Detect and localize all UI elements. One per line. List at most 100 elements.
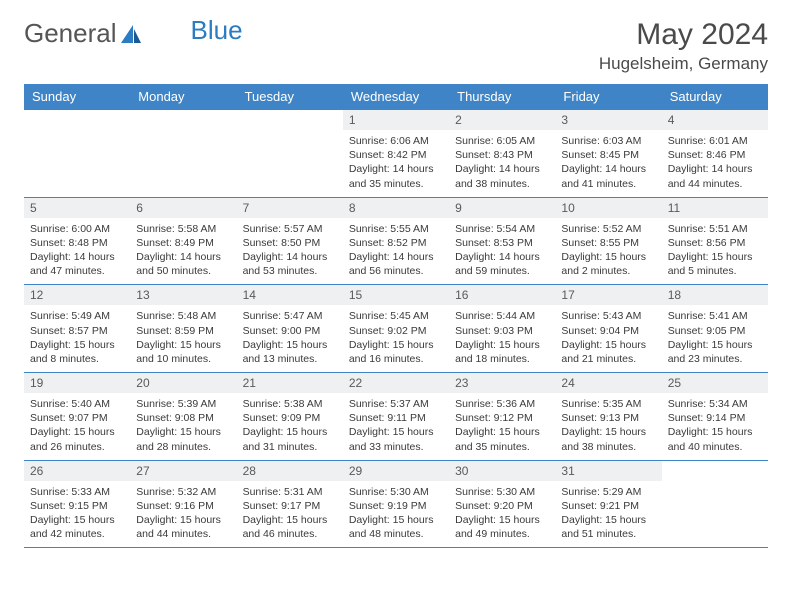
calendar-day-cell: 23Sunrise: 5:36 AMSunset: 9:12 PMDayligh… xyxy=(449,373,555,461)
weekday-header: Tuesday xyxy=(237,84,343,110)
day-details: Sunrise: 5:29 AMSunset: 9:21 PMDaylight:… xyxy=(555,481,661,548)
day-number: 11 xyxy=(662,198,768,218)
day-number: 28 xyxy=(237,461,343,481)
day-details: Sunrise: 5:54 AMSunset: 8:53 PMDaylight:… xyxy=(449,218,555,285)
weekday-header: Wednesday xyxy=(343,84,449,110)
calendar-week-row: 12Sunrise: 5:49 AMSunset: 8:57 PMDayligh… xyxy=(24,285,768,373)
day-details: Sunrise: 5:45 AMSunset: 9:02 PMDaylight:… xyxy=(343,305,449,372)
brand-part1: General xyxy=(24,18,117,49)
day-details: Sunrise: 5:58 AMSunset: 8:49 PMDaylight:… xyxy=(130,218,236,285)
calendar-day-cell: 25Sunrise: 5:34 AMSunset: 9:14 PMDayligh… xyxy=(662,373,768,461)
day-details: Sunrise: 5:31 AMSunset: 9:17 PMDaylight:… xyxy=(237,481,343,548)
day-number: 24 xyxy=(555,373,661,393)
calendar-day-cell: 5Sunrise: 6:00 AMSunset: 8:48 PMDaylight… xyxy=(24,197,130,285)
calendar-day-cell: 27Sunrise: 5:32 AMSunset: 9:16 PMDayligh… xyxy=(130,460,236,548)
day-number: 5 xyxy=(24,198,130,218)
day-number: 12 xyxy=(24,285,130,305)
day-details: Sunrise: 5:48 AMSunset: 8:59 PMDaylight:… xyxy=(130,305,236,372)
calendar-day-cell: 28Sunrise: 5:31 AMSunset: 9:17 PMDayligh… xyxy=(237,460,343,548)
day-number: 2 xyxy=(449,110,555,130)
day-number: 23 xyxy=(449,373,555,393)
day-number: 1 xyxy=(343,110,449,130)
day-number: 9 xyxy=(449,198,555,218)
page-header: General Blue May 2024 Hugelsheim, German… xyxy=(24,18,768,74)
day-details: Sunrise: 6:03 AMSunset: 8:45 PMDaylight:… xyxy=(555,130,661,197)
calendar-day-cell: 7Sunrise: 5:57 AMSunset: 8:50 PMDaylight… xyxy=(237,197,343,285)
weekday-header: Monday xyxy=(130,84,236,110)
day-number: 19 xyxy=(24,373,130,393)
calendar-day-cell: 12Sunrise: 5:49 AMSunset: 8:57 PMDayligh… xyxy=(24,285,130,373)
calendar-day-cell: 4Sunrise: 6:01 AMSunset: 8:46 PMDaylight… xyxy=(662,110,768,198)
day-details: Sunrise: 5:49 AMSunset: 8:57 PMDaylight:… xyxy=(24,305,130,372)
day-number: 17 xyxy=(555,285,661,305)
calendar-week-row: 5Sunrise: 6:00 AMSunset: 8:48 PMDaylight… xyxy=(24,197,768,285)
day-number: 8 xyxy=(343,198,449,218)
calendar-day-cell: 1Sunrise: 6:06 AMSunset: 8:42 PMDaylight… xyxy=(343,110,449,198)
weekday-header: Thursday xyxy=(449,84,555,110)
title-block: May 2024 Hugelsheim, Germany xyxy=(599,18,768,74)
day-details: Sunrise: 5:30 AMSunset: 9:20 PMDaylight:… xyxy=(449,481,555,548)
day-details: Sunrise: 5:36 AMSunset: 9:12 PMDaylight:… xyxy=(449,393,555,460)
day-number: 6 xyxy=(130,198,236,218)
location-label: Hugelsheim, Germany xyxy=(599,54,768,74)
day-details: Sunrise: 5:39 AMSunset: 9:08 PMDaylight:… xyxy=(130,393,236,460)
day-number: 26 xyxy=(24,461,130,481)
day-details: Sunrise: 5:32 AMSunset: 9:16 PMDaylight:… xyxy=(130,481,236,548)
calendar-day-cell: 11Sunrise: 5:51 AMSunset: 8:56 PMDayligh… xyxy=(662,197,768,285)
day-details: Sunrise: 6:00 AMSunset: 8:48 PMDaylight:… xyxy=(24,218,130,285)
day-number: 14 xyxy=(237,285,343,305)
brand-logo: General Blue xyxy=(24,18,243,49)
calendar-day-cell: 20Sunrise: 5:39 AMSunset: 9:08 PMDayligh… xyxy=(130,373,236,461)
day-number: 25 xyxy=(662,373,768,393)
calendar-day-cell: 26Sunrise: 5:33 AMSunset: 9:15 PMDayligh… xyxy=(24,460,130,548)
day-number: 4 xyxy=(662,110,768,130)
calendar-table: SundayMondayTuesdayWednesdayThursdayFrid… xyxy=(24,84,768,548)
day-number: 7 xyxy=(237,198,343,218)
calendar-day-cell: 15Sunrise: 5:45 AMSunset: 9:02 PMDayligh… xyxy=(343,285,449,373)
day-number: 13 xyxy=(130,285,236,305)
calendar-week-row: 26Sunrise: 5:33 AMSunset: 9:15 PMDayligh… xyxy=(24,460,768,548)
calendar-day-cell: 13Sunrise: 5:48 AMSunset: 8:59 PMDayligh… xyxy=(130,285,236,373)
calendar-header-row: SundayMondayTuesdayWednesdayThursdayFrid… xyxy=(24,84,768,110)
month-title: May 2024 xyxy=(599,18,768,52)
day-number: 16 xyxy=(449,285,555,305)
day-details: Sunrise: 5:44 AMSunset: 9:03 PMDaylight:… xyxy=(449,305,555,372)
calendar-day-cell xyxy=(130,110,236,198)
calendar-day-cell xyxy=(24,110,130,198)
calendar-day-cell: 8Sunrise: 5:55 AMSunset: 8:52 PMDaylight… xyxy=(343,197,449,285)
calendar-day-cell: 19Sunrise: 5:40 AMSunset: 9:07 PMDayligh… xyxy=(24,373,130,461)
calendar-day-cell: 21Sunrise: 5:38 AMSunset: 9:09 PMDayligh… xyxy=(237,373,343,461)
day-details: Sunrise: 5:43 AMSunset: 9:04 PMDaylight:… xyxy=(555,305,661,372)
calendar-week-row: 19Sunrise: 5:40 AMSunset: 9:07 PMDayligh… xyxy=(24,373,768,461)
day-details: Sunrise: 5:38 AMSunset: 9:09 PMDaylight:… xyxy=(237,393,343,460)
calendar-day-cell xyxy=(662,460,768,548)
calendar-day-cell: 3Sunrise: 6:03 AMSunset: 8:45 PMDaylight… xyxy=(555,110,661,198)
day-details: Sunrise: 5:33 AMSunset: 9:15 PMDaylight:… xyxy=(24,481,130,548)
day-number: 20 xyxy=(130,373,236,393)
day-details: Sunrise: 5:52 AMSunset: 8:55 PMDaylight:… xyxy=(555,218,661,285)
sail-icon xyxy=(119,23,143,45)
calendar-day-cell: 29Sunrise: 5:30 AMSunset: 9:19 PMDayligh… xyxy=(343,460,449,548)
calendar-day-cell: 18Sunrise: 5:41 AMSunset: 9:05 PMDayligh… xyxy=(662,285,768,373)
day-details: Sunrise: 5:40 AMSunset: 9:07 PMDaylight:… xyxy=(24,393,130,460)
day-number: 31 xyxy=(555,461,661,481)
day-details: Sunrise: 5:57 AMSunset: 8:50 PMDaylight:… xyxy=(237,218,343,285)
weekday-header: Saturday xyxy=(662,84,768,110)
calendar-day-cell: 17Sunrise: 5:43 AMSunset: 9:04 PMDayligh… xyxy=(555,285,661,373)
day-details: Sunrise: 5:34 AMSunset: 9:14 PMDaylight:… xyxy=(662,393,768,460)
calendar-day-cell: 24Sunrise: 5:35 AMSunset: 9:13 PMDayligh… xyxy=(555,373,661,461)
calendar-week-row: 1Sunrise: 6:06 AMSunset: 8:42 PMDaylight… xyxy=(24,110,768,198)
day-details: Sunrise: 5:37 AMSunset: 9:11 PMDaylight:… xyxy=(343,393,449,460)
day-details: Sunrise: 5:35 AMSunset: 9:13 PMDaylight:… xyxy=(555,393,661,460)
calendar-day-cell: 9Sunrise: 5:54 AMSunset: 8:53 PMDaylight… xyxy=(449,197,555,285)
day-number: 3 xyxy=(555,110,661,130)
calendar-day-cell xyxy=(237,110,343,198)
calendar-day-cell: 2Sunrise: 6:05 AMSunset: 8:43 PMDaylight… xyxy=(449,110,555,198)
calendar-day-cell: 10Sunrise: 5:52 AMSunset: 8:55 PMDayligh… xyxy=(555,197,661,285)
day-details: Sunrise: 6:05 AMSunset: 8:43 PMDaylight:… xyxy=(449,130,555,197)
day-details: Sunrise: 6:06 AMSunset: 8:42 PMDaylight:… xyxy=(343,130,449,197)
day-details: Sunrise: 5:30 AMSunset: 9:19 PMDaylight:… xyxy=(343,481,449,548)
day-number: 21 xyxy=(237,373,343,393)
day-number: 18 xyxy=(662,285,768,305)
day-number: 22 xyxy=(343,373,449,393)
